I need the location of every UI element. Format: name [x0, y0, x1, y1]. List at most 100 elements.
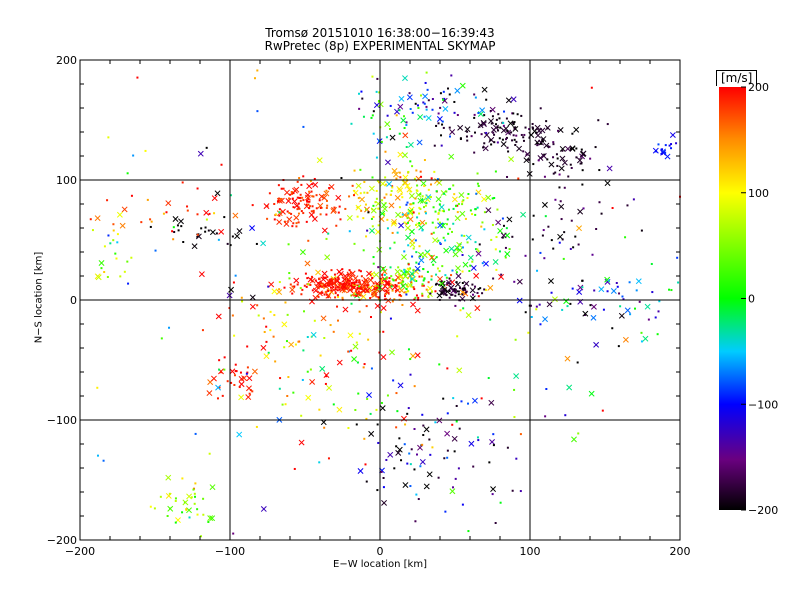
data-point-x — [307, 276, 314, 283]
data-point-x — [359, 196, 365, 203]
data-point-dot — [308, 190, 311, 193]
data-point-dot — [400, 193, 403, 196]
data-point-dot — [296, 180, 299, 183]
data-point-dot — [273, 202, 276, 205]
data-point-x — [260, 344, 267, 351]
data-point-dot — [492, 277, 495, 280]
data-point-dot — [548, 145, 551, 148]
data-point-dot — [312, 209, 315, 212]
data-point-dot — [102, 459, 105, 462]
data-point-x — [437, 222, 444, 229]
colorbar-label: [m/s] — [716, 70, 758, 86]
data-point-dot — [395, 445, 398, 448]
data-point-dot — [491, 115, 494, 118]
data-point-x — [352, 343, 359, 350]
data-point-dot — [475, 192, 478, 195]
data-point-dot — [401, 196, 404, 199]
data-point-dot — [500, 273, 503, 276]
data-point-dot — [107, 136, 110, 139]
data-point-x — [342, 273, 349, 280]
data-point-dot — [611, 327, 614, 330]
data-point-x — [366, 270, 372, 277]
data-point-x — [402, 174, 409, 181]
data-point-dot — [274, 213, 277, 216]
data-point-x — [571, 436, 577, 443]
data-point-x — [234, 233, 241, 240]
data-point-dot — [407, 263, 410, 266]
data-point-x — [558, 203, 565, 210]
data-point-dot — [463, 234, 466, 237]
data-point-dot — [436, 178, 439, 181]
data-point-dot — [303, 284, 306, 287]
data-point-dot — [536, 142, 539, 145]
data-point-dot — [288, 212, 291, 215]
data-point-dot — [196, 233, 199, 236]
data-point-x — [384, 121, 391, 128]
data-point-dot — [529, 304, 532, 307]
data-point-dot — [419, 193, 422, 196]
data-point-dot — [514, 143, 517, 146]
data-point-dot — [292, 192, 295, 195]
data-point-dot — [381, 199, 384, 202]
data-point-dot — [376, 179, 379, 182]
data-point-dot — [495, 118, 498, 121]
data-point-x — [299, 249, 306, 256]
data-point-x — [260, 506, 267, 512]
data-point-dot — [263, 330, 266, 333]
data-point-dot — [670, 289, 673, 292]
data-point-dot — [413, 288, 416, 291]
data-point-x — [451, 196, 458, 203]
data-point-dot — [430, 177, 433, 180]
data-point-x — [228, 286, 235, 293]
data-point-x — [516, 278, 523, 285]
data-point-dot — [307, 283, 310, 286]
data-point-dot — [443, 457, 446, 460]
data-point-dot — [506, 446, 509, 449]
data-point-x — [197, 150, 204, 157]
data-point-dot — [372, 262, 375, 265]
data-point-x — [508, 156, 515, 163]
data-point-dot — [450, 230, 453, 233]
data-point-x — [238, 394, 245, 401]
data-point-dot — [311, 195, 314, 198]
data-point-dot — [611, 207, 614, 210]
data-point-dot — [495, 236, 498, 239]
data-point-dot — [425, 202, 428, 205]
data-point-dot — [511, 235, 514, 238]
data-point-x — [357, 468, 364, 474]
data-point-dot — [311, 289, 314, 292]
data-point-dot — [424, 210, 427, 213]
data-point-dot — [638, 300, 641, 303]
data-point-dot — [640, 331, 643, 334]
data-point-dot — [505, 136, 508, 139]
data-point-dot — [629, 313, 632, 316]
data-point-dot — [474, 285, 477, 288]
data-point-dot — [438, 270, 441, 273]
data-point-dot — [341, 285, 344, 288]
data-point-dot — [376, 286, 379, 289]
data-point-dot — [353, 286, 356, 289]
data-point-dot — [401, 281, 404, 284]
data-point-dot — [371, 225, 374, 228]
data-point-dot — [201, 329, 204, 332]
data-point-x — [387, 451, 394, 458]
data-point-dot — [272, 335, 275, 338]
data-point-dot — [579, 162, 582, 165]
data-point-dot — [418, 222, 421, 225]
data-point-x — [119, 222, 126, 229]
data-point-x — [312, 287, 319, 294]
data-point-dot — [383, 196, 386, 199]
data-point-x — [492, 258, 499, 265]
data-point-dot — [299, 199, 302, 202]
data-point-x — [383, 289, 390, 295]
data-point-dot — [315, 194, 318, 197]
data-point-dot — [297, 221, 300, 224]
data-point-x — [178, 218, 184, 225]
data-point-dot — [440, 280, 443, 283]
data-point-dot — [221, 394, 224, 397]
data-point-x — [281, 321, 288, 328]
data-point-dot — [377, 99, 380, 102]
data-point-x — [482, 145, 489, 152]
data-point-dot — [356, 215, 359, 218]
data-point-dot — [273, 314, 276, 317]
